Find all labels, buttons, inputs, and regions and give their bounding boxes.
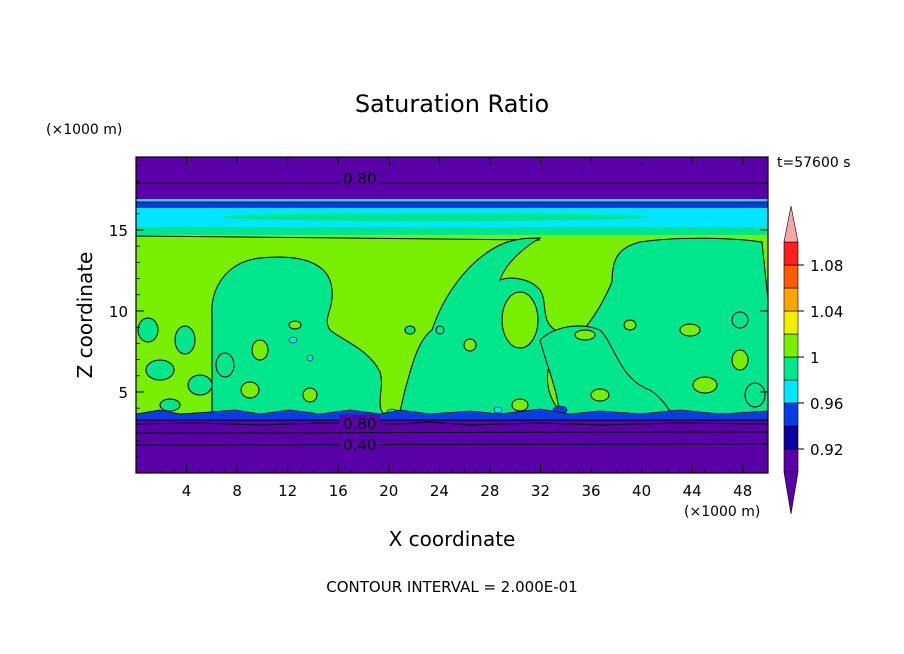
contour-label: 0.80 xyxy=(343,170,376,188)
contour-line-lower-1 xyxy=(136,431,768,434)
cell xyxy=(679,323,701,337)
colorbar-tick-label: 1.04 xyxy=(810,303,843,321)
colorbar: 0.92 0.96 1 1.04 1.08 xyxy=(783,205,843,515)
cell xyxy=(511,398,529,412)
x-tick-label: 4 xyxy=(182,482,192,500)
colorbar-under-arrow xyxy=(783,471,799,515)
cell xyxy=(404,325,416,335)
speck xyxy=(288,336,298,344)
band-3 xyxy=(136,157,768,200)
cell xyxy=(623,319,637,331)
colorbar-swatch xyxy=(783,448,799,473)
x-tick-label: 36 xyxy=(581,482,600,500)
cell xyxy=(137,317,159,343)
speck xyxy=(493,406,503,414)
cell xyxy=(574,329,596,341)
contour-labels: 0.80 0.80 0.40 xyxy=(339,170,380,454)
x-tick-label: 16 xyxy=(329,482,348,500)
contour-field xyxy=(136,157,768,473)
x-tick-label: 12 xyxy=(278,482,297,500)
upper-teal-lens xyxy=(220,213,650,221)
x-tick-label: 44 xyxy=(683,482,702,500)
x-tick-label: 40 xyxy=(632,482,651,500)
plume-left xyxy=(211,256,393,421)
colorbar-tick-label: 0.92 xyxy=(810,441,843,459)
x-axis-label: X coordinate xyxy=(389,527,516,551)
plume-middle xyxy=(539,325,677,421)
colorbar-swatch xyxy=(783,333,799,358)
cell xyxy=(501,291,539,349)
cell xyxy=(159,398,181,412)
colorbar-swatch xyxy=(783,287,799,312)
cell xyxy=(692,376,718,394)
x-tick-label: 32 xyxy=(531,482,550,500)
contour-label-bg xyxy=(339,414,380,430)
colorbar-swatch xyxy=(783,356,799,381)
colorbar-swatch xyxy=(783,425,799,450)
x-tick-label: 28 xyxy=(480,482,499,500)
contour-label: 0.40 xyxy=(343,436,376,454)
cell xyxy=(435,325,445,335)
x-axis-ticks: 4 8 12 16 20 24 28 32 36 40 44 48 xyxy=(148,157,756,500)
colorbar-swatch xyxy=(783,264,799,289)
contour-label: 0.80 xyxy=(343,415,376,433)
green-cells xyxy=(240,291,749,412)
y-tick-label: 5 xyxy=(118,384,128,402)
colorbar-swatch xyxy=(783,310,799,335)
y-axis-label: Z coordinate xyxy=(73,252,97,379)
contour-line-040 xyxy=(136,443,768,446)
colorbar-over-arrow xyxy=(783,205,799,243)
time-label: t=57600 s xyxy=(777,155,851,171)
x-tick-label: 24 xyxy=(430,482,449,500)
cell xyxy=(187,374,213,396)
x-tick-label: 20 xyxy=(379,482,398,500)
y-tick-label: 15 xyxy=(109,222,128,240)
upper-blue-layer xyxy=(136,202,768,208)
contour-line-080-lower xyxy=(136,421,768,426)
y-tick-label: 10 xyxy=(109,303,128,321)
cell xyxy=(302,387,318,403)
cell xyxy=(744,382,766,408)
upper-teal-band xyxy=(136,227,768,235)
cell xyxy=(590,388,610,402)
cell xyxy=(174,325,196,355)
colorbar-swatch xyxy=(783,241,799,266)
colorbar-tick-label: 0.96 xyxy=(810,395,843,413)
cell xyxy=(240,381,260,399)
contour-interval-footer: CONTOUR INTERVAL = 2.000E-01 xyxy=(326,578,577,596)
cell xyxy=(731,311,749,329)
y-units-label: (×1000 m) xyxy=(46,122,122,138)
x-tick-label: 8 xyxy=(232,482,242,500)
colorbar-swatch xyxy=(783,402,799,427)
cell xyxy=(215,352,235,378)
colorbar-tick-label: 1.08 xyxy=(810,257,843,275)
band-0 xyxy=(136,419,768,473)
y-axis-ticks: 5 10 15 xyxy=(109,164,768,458)
colorbar-swatch xyxy=(783,379,799,404)
x-units-label: (×1000 m) xyxy=(684,504,760,520)
speck xyxy=(306,354,314,362)
cell xyxy=(145,359,175,381)
cell xyxy=(463,338,477,352)
chart-title: Saturation Ratio xyxy=(355,90,549,118)
colorbar-tick-label: 1 xyxy=(810,349,820,367)
x-tick-label: 48 xyxy=(733,482,752,500)
teal-plumes xyxy=(211,237,768,421)
boundary-layer-fringe xyxy=(136,408,768,421)
contour-label-bg xyxy=(339,435,380,451)
cell xyxy=(251,339,269,361)
contour-label-bg xyxy=(339,170,380,186)
cell xyxy=(288,320,302,330)
cell xyxy=(731,349,749,371)
teal-cells xyxy=(137,311,766,412)
contour-line-upper-green xyxy=(136,235,541,241)
